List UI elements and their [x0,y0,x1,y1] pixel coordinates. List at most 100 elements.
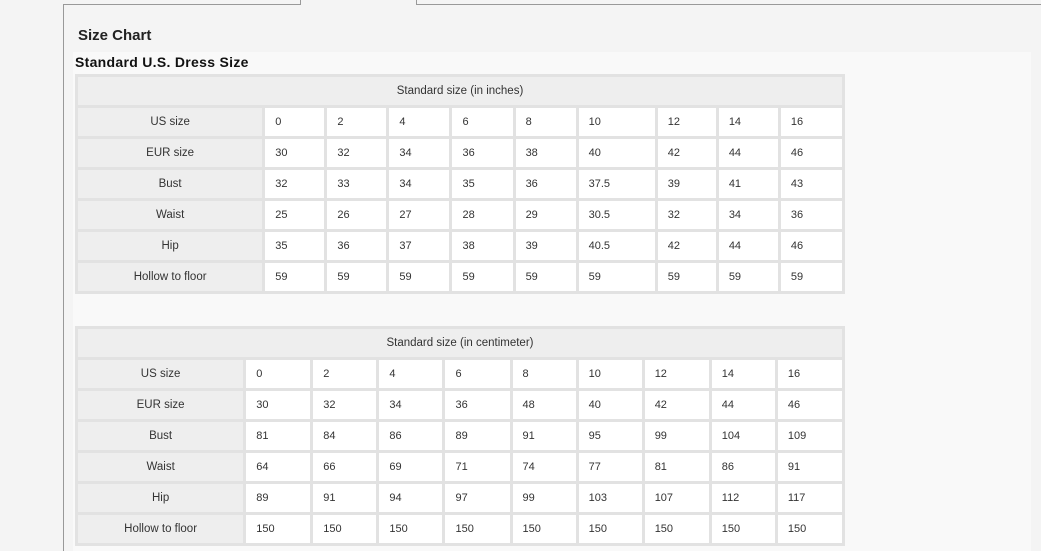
table-cell: 32 [313,391,377,419]
table-cell: 40.5 [578,232,655,260]
table-cell: 97 [445,484,510,512]
table-cell: 91 [512,422,576,450]
table-cell: 30 [265,139,325,167]
table-cell: 94 [379,484,443,512]
table-cell: 81 [246,422,311,450]
table-cell: 59 [389,263,450,291]
table-row: Hollow to floor 59 59 59 59 59 59 59 59 59 [78,263,842,291]
table-cell: 12 [657,108,716,136]
table-row: Waist 64 66 69 71 74 77 81 86 91 [78,453,842,481]
table-cell: 37 [389,232,450,260]
table-row: Hip 89 91 94 97 99 103 107 112 117 [78,484,842,512]
table-cell: 59 [780,263,842,291]
table-cell: 6 [445,360,510,388]
table-cell: 34 [718,201,778,229]
table-cell: 39 [657,170,716,198]
row-label: EUR size [78,391,244,419]
table-row: US size 0 2 4 6 8 10 12 14 16 [78,108,842,136]
table-cell: 36 [780,201,842,229]
row-label: EUR size [78,139,263,167]
table-cell: 40 [578,139,655,167]
table-cell: 77 [578,453,642,481]
table-cell: 27 [389,201,450,229]
table-cell: 86 [379,422,443,450]
table-cell: 64 [246,453,311,481]
row-label: Hollow to floor [78,515,244,543]
table-cell: 29 [515,201,576,229]
table-cell: 10 [578,360,642,388]
row-label: Hollow to floor [78,263,263,291]
table-cell: 2 [327,108,387,136]
table-cell: 35 [265,232,325,260]
table-cell: 42 [644,391,709,419]
table-cell: 41 [718,170,778,198]
table-cell: 32 [657,201,716,229]
table-row: EUR size 30 32 34 36 38 40 42 44 46 [78,139,842,167]
row-label: Bust [78,170,263,198]
table-cell: 74 [512,453,576,481]
table-cell: 150 [379,515,443,543]
table-row: Bust 32 33 34 35 36 37.5 39 41 43 [78,170,842,198]
table-cell: 150 [777,515,842,543]
table-cell: 16 [780,108,842,136]
table-cell: 46 [780,232,842,260]
table-cell: 36 [515,170,576,198]
left-border [63,4,64,551]
table-cell: 38 [452,232,513,260]
table-cell: 8 [515,108,576,136]
section-title: Standard U.S. Dress Size [75,54,249,70]
table-cell: 30 [246,391,311,419]
table-cell: 84 [313,422,377,450]
table-cell: 34 [389,139,450,167]
table-caption: Standard size (in centimeter) [78,329,842,357]
table-cell: 103 [578,484,642,512]
row-label: US size [78,360,244,388]
table-cell: 59 [265,263,325,291]
table-cell: 42 [657,139,716,167]
table-cell: 42 [657,232,716,260]
table-cell: 35 [452,170,513,198]
table-cell: 117 [777,484,842,512]
table-cell: 0 [246,360,311,388]
table-cell: 86 [711,453,775,481]
table-cell: 71 [445,453,510,481]
table-cell: 12 [644,360,709,388]
table-cell: 107 [644,484,709,512]
table-cell: 26 [327,201,387,229]
table-cell: 59 [515,263,576,291]
table-cell: 59 [657,263,716,291]
table-cell: 39 [515,232,576,260]
table-cell: 37.5 [578,170,655,198]
table-cell: 32 [265,170,325,198]
table-cell: 150 [445,515,510,543]
table-cell: 59 [578,263,655,291]
table-cell: 99 [512,484,576,512]
table-row: Hollow to floor 150 150 150 150 150 150 150 150 1… [78,515,842,543]
size-table-centimeter: Standard size (in centimeter) US size 0 2 4 6… [75,326,845,546]
table-cell: 36 [445,391,510,419]
table-cell: 95 [578,422,642,450]
table-row: EUR size 30 32 34 36 48 40 42 44 46 [78,391,842,419]
table-cell: 46 [777,391,842,419]
table-row: Hip 35 36 37 38 39 40.5 42 44 46 [78,232,842,260]
table-cell: 44 [711,391,775,419]
table-cell: 89 [246,484,311,512]
table-cell: 48 [512,391,576,419]
table-cell: 59 [452,263,513,291]
table-cell: 59 [327,263,387,291]
table-cell: 0 [265,108,325,136]
table-cell: 6 [452,108,513,136]
table-cell: 150 [711,515,775,543]
table-row: US size 0 2 4 6 8 10 12 14 16 [78,360,842,388]
table-cell: 33 [327,170,387,198]
table-cell: 36 [452,139,513,167]
table-cell: 104 [711,422,775,450]
table-cell: 30.5 [578,201,655,229]
table-cell: 32 [327,139,387,167]
table-cell: 2 [313,360,377,388]
table-cell: 44 [718,139,778,167]
table-cell: 36 [327,232,387,260]
table-cell: 10 [578,108,655,136]
table-cell: 89 [445,422,510,450]
tab[interactable] [300,0,417,5]
